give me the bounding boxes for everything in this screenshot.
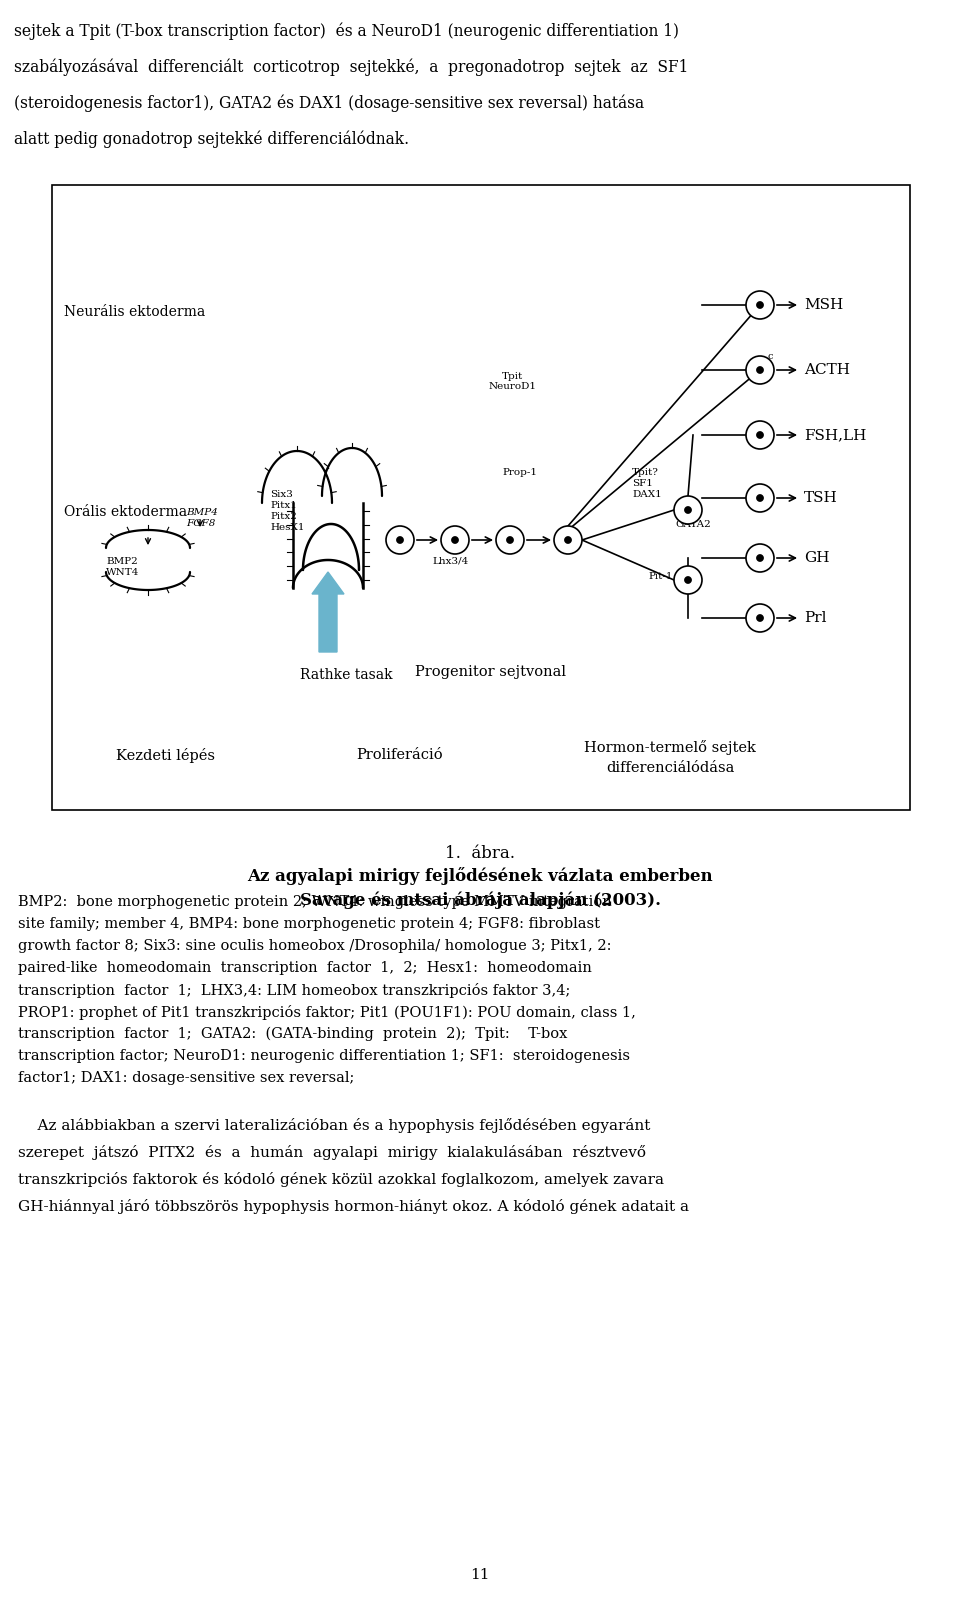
Text: sejtek a Tpit (T-box transcription factor)  és a NeuroD1 (neurogenic differentia: sejtek a Tpit (T-box transcription facto…: [14, 23, 679, 39]
Circle shape: [756, 367, 763, 374]
Text: GH: GH: [804, 551, 829, 564]
Text: Progenitor sejtvonal: Progenitor sejtvonal: [415, 665, 566, 679]
Circle shape: [746, 543, 774, 572]
Text: szabályozásával  differenciált  corticotrop  sejtekké,  a  pregonadotrop  sejtek: szabályozásával differenciált corticotro…: [14, 58, 688, 76]
Circle shape: [386, 526, 414, 555]
Text: MSH: MSH: [804, 298, 843, 312]
Circle shape: [441, 526, 469, 555]
Text: BMP4: BMP4: [186, 508, 218, 517]
Text: Hormon-termelő sejtek
differenciálódása: Hormon-termelő sejtek differenciálódása: [584, 741, 756, 775]
Text: szerepet  játszó  PITX2  és  a  humán  agyalapi  mirigy  kialakulásában  résztve: szerepet játszó PITX2 és a humán agyalap…: [18, 1145, 646, 1159]
Text: growth factor 8; Six3: sine oculis homeobox /Drosophila/ homologue 3; Pitx1, 2:: growth factor 8; Six3: sine oculis homeo…: [18, 939, 612, 952]
Text: 1.  ábra.: 1. ábra.: [445, 846, 515, 862]
Circle shape: [684, 506, 691, 514]
Text: Prop-1: Prop-1: [502, 467, 537, 477]
Circle shape: [507, 537, 514, 543]
Text: Rathke tasak: Rathke tasak: [300, 668, 393, 682]
Circle shape: [674, 496, 702, 524]
Text: Prl: Prl: [804, 611, 827, 626]
Text: GATA2: GATA2: [675, 521, 710, 529]
Text: alatt pedig gonadotrop sejtekké differenciálódnak.: alatt pedig gonadotrop sejtekké differen…: [14, 129, 409, 147]
Circle shape: [451, 537, 459, 543]
Text: BMP2: BMP2: [106, 556, 137, 566]
Bar: [52, 184, 910, 810]
FancyArrow shape: [312, 572, 344, 652]
Circle shape: [746, 483, 774, 513]
Text: SF1: SF1: [632, 479, 653, 488]
Circle shape: [746, 420, 774, 450]
Circle shape: [746, 605, 774, 632]
Text: (steroidogenesis factor1), GATA2 és DAX1 (dosage-sensitive sex reversal) hatása: (steroidogenesis factor1), GATA2 és DAX1…: [14, 94, 644, 112]
Circle shape: [756, 301, 763, 309]
Circle shape: [554, 526, 582, 555]
Text: BMP2:  bone morphogenetic protein 2; WNT4: wingless-type MMTV integration: BMP2: bone morphogenetic protein 2; WNT4…: [18, 894, 612, 909]
Text: Kezdeti lépés: Kezdeti lépés: [115, 749, 214, 763]
Circle shape: [746, 291, 774, 319]
Text: transcription  factor  1;  LHX3,4: LIM homeobox transzkripciós faktor 3,4;: transcription factor 1; LHX3,4: LIM home…: [18, 983, 570, 998]
Text: Az alábbiakban a szervi lateralizációban és a hypophysis fejlődésében egyaránt: Az alábbiakban a szervi lateralizációban…: [18, 1117, 650, 1134]
Text: transcription factor; NeuroD1: neurogenic differentiation 1; SF1:  steroidogenes: transcription factor; NeuroD1: neurogeni…: [18, 1049, 630, 1062]
Circle shape: [674, 566, 702, 593]
Text: WNT4: WNT4: [106, 568, 139, 577]
Text: site family; member 4, BMP4: bone morphogenetic protein 4; FGF8: fibroblast: site family; member 4, BMP4: bone morpho…: [18, 917, 600, 931]
Text: 11: 11: [470, 1568, 490, 1581]
Circle shape: [746, 356, 774, 383]
Text: Tpit?: Tpit?: [632, 467, 659, 477]
Text: Six3: Six3: [270, 490, 293, 500]
Text: Pitx1: Pitx1: [270, 501, 297, 509]
Text: ACTH: ACTH: [804, 362, 850, 377]
Text: Tpit: Tpit: [502, 372, 523, 382]
Circle shape: [396, 537, 403, 543]
Text: Neurális ektoderma: Neurális ektoderma: [64, 306, 205, 319]
Text: Az agyalapi mirigy fejlődésének vázlata emberben: Az agyalapi mirigy fejlődésének vázlata …: [247, 867, 713, 884]
Text: paired-like  homeodomain  transcription  factor  1,  2;  Hesx1:  homeodomain: paired-like homeodomain transcription fa…: [18, 960, 592, 975]
Circle shape: [756, 495, 763, 501]
Text: FSH,LH: FSH,LH: [804, 429, 866, 441]
Text: factor1; DAX1: dosage-sensitive sex reversal;: factor1; DAX1: dosage-sensitive sex reve…: [18, 1070, 354, 1085]
Text: Proliferáció: Proliferáció: [357, 749, 444, 762]
Text: Savage és mtsai ábrája alapján (2003).: Savage és mtsai ábrája alapján (2003).: [300, 891, 660, 909]
Text: Lhx3/4: Lhx3/4: [432, 556, 468, 564]
Text: NeuroD1: NeuroD1: [489, 382, 537, 391]
Text: Pit-1: Pit-1: [648, 572, 673, 581]
Text: transcription  factor  1;  GATA2:  (GATA-binding  protein  2);  Tpit:    T-box: transcription factor 1; GATA2: (GATA-bin…: [18, 1027, 567, 1041]
Text: Pitx2: Pitx2: [270, 513, 297, 521]
Text: PROP1: prophet of Pit1 transzkripciós faktor; Pit1 (POU1F1): POU domain, class 1: PROP1: prophet of Pit1 transzkripciós fa…: [18, 1006, 636, 1020]
Text: FGF8: FGF8: [186, 519, 215, 529]
Text: GH-hiánnyal járó többszörös hypophysis hormon-hiányt okoz. A kódoló gének adatai: GH-hiánnyal járó többszörös hypophysis h…: [18, 1198, 689, 1214]
Text: c: c: [768, 353, 774, 361]
Circle shape: [684, 577, 691, 584]
Circle shape: [756, 555, 763, 561]
Text: DAX1: DAX1: [632, 490, 661, 500]
Circle shape: [564, 537, 571, 543]
Text: HesX1: HesX1: [270, 522, 304, 532]
Text: transzkripciós faktorok és kódoló gének közül azokkal foglalkozom, amelyek zavar: transzkripciós faktorok és kódoló gének …: [18, 1172, 664, 1187]
Circle shape: [756, 432, 763, 438]
Circle shape: [496, 526, 524, 555]
Text: TSH: TSH: [804, 492, 838, 505]
Text: Orális ektoderma: Orális ektoderma: [64, 505, 187, 519]
Circle shape: [756, 614, 763, 621]
